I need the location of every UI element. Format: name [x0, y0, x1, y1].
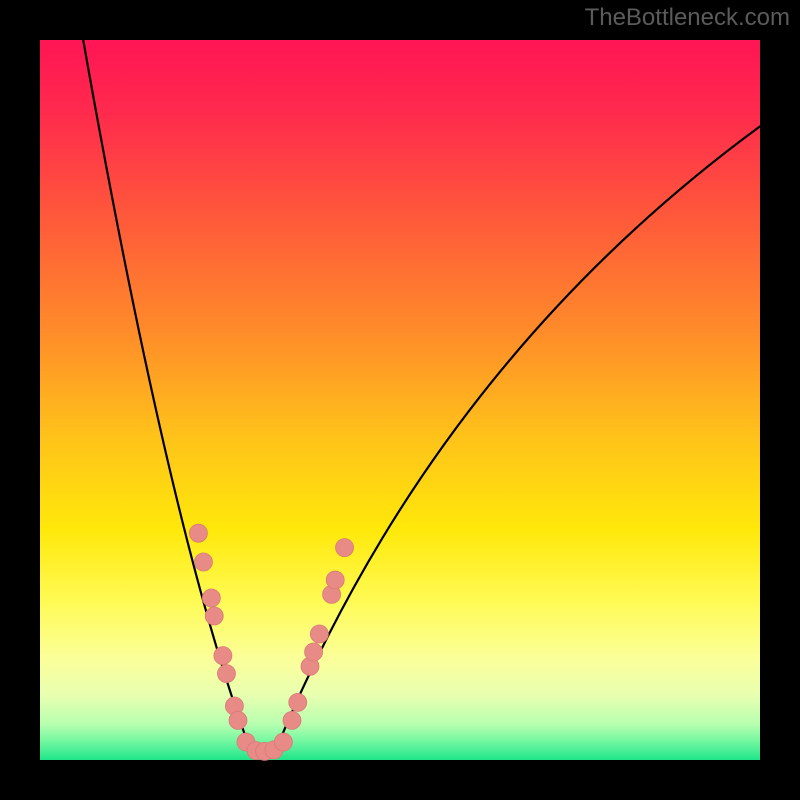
curve-layer: [40, 40, 760, 760]
data-marker: [326, 571, 344, 589]
chart-canvas: TheBottleneck.com: [0, 0, 800, 800]
data-marker: [202, 589, 220, 607]
plot-area: [40, 40, 760, 760]
data-marker: [283, 711, 301, 729]
data-marker: [310, 625, 328, 643]
data-marker: [194, 553, 212, 571]
data-marker: [229, 711, 247, 729]
data-marker: [217, 665, 235, 683]
watermark-text: TheBottleneck.com: [585, 4, 790, 32]
data-marker: [214, 647, 232, 665]
data-marker: [289, 693, 307, 711]
data-marker: [305, 643, 323, 661]
data-marker: [205, 607, 223, 625]
bottleneck-curve: [83, 40, 760, 748]
data-marker: [336, 539, 354, 557]
data-marker: [189, 524, 207, 542]
data-marker: [274, 733, 292, 751]
